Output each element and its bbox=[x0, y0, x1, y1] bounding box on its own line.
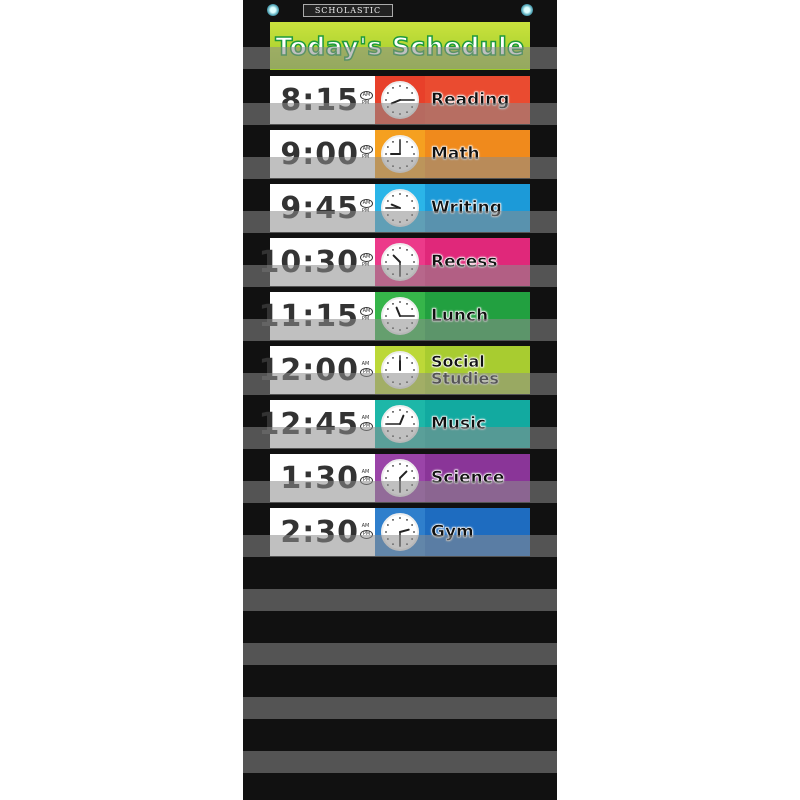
pocket-chart: SCHOLASTIC Today's Schedule 8:15 AM PM R… bbox=[243, 0, 557, 800]
am-label: AM bbox=[361, 361, 370, 367]
pocket bbox=[243, 319, 557, 341]
pocket bbox=[243, 103, 557, 125]
hour-hand bbox=[399, 414, 405, 425]
grommet-icon bbox=[521, 4, 533, 16]
am-label: AM bbox=[361, 415, 370, 421]
brand-logo: SCHOLASTIC bbox=[303, 4, 393, 17]
am-label: AM bbox=[360, 199, 373, 208]
pocket bbox=[243, 265, 557, 287]
hour-hand bbox=[392, 254, 401, 263]
hour-hand bbox=[399, 470, 408, 479]
pocket bbox=[243, 697, 557, 719]
pocket bbox=[243, 211, 557, 233]
grommet-icon bbox=[267, 4, 279, 16]
am-label: AM bbox=[360, 253, 373, 262]
pocket bbox=[243, 643, 557, 665]
hour-hand bbox=[395, 306, 401, 317]
am-label: AM bbox=[360, 307, 373, 316]
pocket bbox=[243, 589, 557, 611]
am-label: AM bbox=[361, 469, 370, 475]
hour-hand bbox=[390, 99, 401, 105]
am-label: AM bbox=[361, 523, 370, 529]
pocket bbox=[243, 373, 557, 395]
am-label: AM bbox=[360, 145, 373, 154]
am-label: AM bbox=[360, 91, 373, 100]
pocket bbox=[243, 427, 557, 449]
pocket bbox=[243, 535, 557, 557]
pocket bbox=[243, 481, 557, 503]
pocket bbox=[243, 751, 557, 773]
hour-hand bbox=[399, 528, 410, 533]
pocket bbox=[243, 157, 557, 179]
pocket bbox=[243, 47, 557, 69]
